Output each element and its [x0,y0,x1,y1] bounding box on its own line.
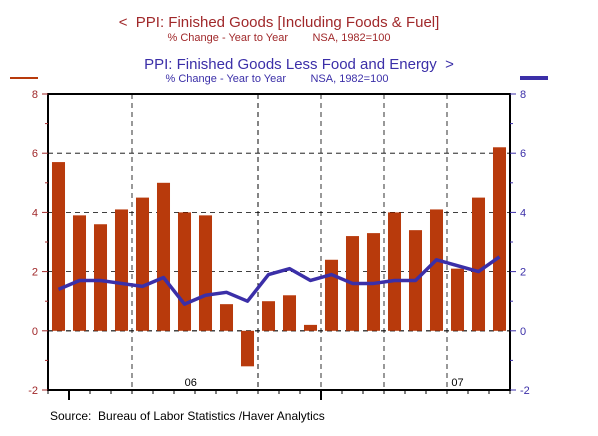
right-axis-tick-label: 4 [520,207,526,219]
left-axis-tick-label: -2 [28,385,38,397]
bar [303,324,318,331]
bar [51,162,66,331]
bar [450,268,465,331]
bar [156,182,171,331]
chart-title-bar-series: < PPI: Finished Goods [Including Foods &… [118,14,440,31]
bar [72,215,87,331]
bar [324,259,339,331]
line-series [57,255,501,306]
bar [492,147,507,331]
bar [219,304,234,331]
bar [135,197,150,331]
left-axis-tick-label: 2 [32,267,38,279]
source-note: Source: Bureau of Labor Statistics /Have… [50,409,325,423]
left-axis-tick-label: 4 [32,207,38,219]
bar [240,330,255,367]
right-axis-tick-label: -2 [520,385,530,397]
bar [471,197,486,331]
bar [93,224,108,331]
right-axis-tick-label: 6 [520,148,526,160]
right-axis-tick-label: 0 [520,326,526,338]
x-axis-tick-label: 06 [185,377,197,389]
right-axis-tick-label: 2 [520,267,526,279]
chart-subtitle-bar-series: % Change - Year to Year NSA, 1982=100 [167,32,391,44]
left-axis-tick-label: 0 [32,326,38,338]
chart-subtitle-line-series: % Change - Year to Year NSA, 1982=100 [165,73,389,85]
bar [387,212,402,331]
bar [282,295,297,331]
left-axis-tick-label: 8 [32,89,38,101]
right-axis-tick-label: 8 [520,89,526,101]
bar [114,209,129,331]
x-axis-tick-label: 07 [451,377,463,389]
bar [198,215,213,331]
bar [261,301,276,331]
bar [429,209,444,331]
chart-title-line-series: PPI: Finished Goods Less Food and Energy… [144,56,454,73]
bar [177,212,192,331]
left-axis-tick-label: 6 [32,148,38,160]
